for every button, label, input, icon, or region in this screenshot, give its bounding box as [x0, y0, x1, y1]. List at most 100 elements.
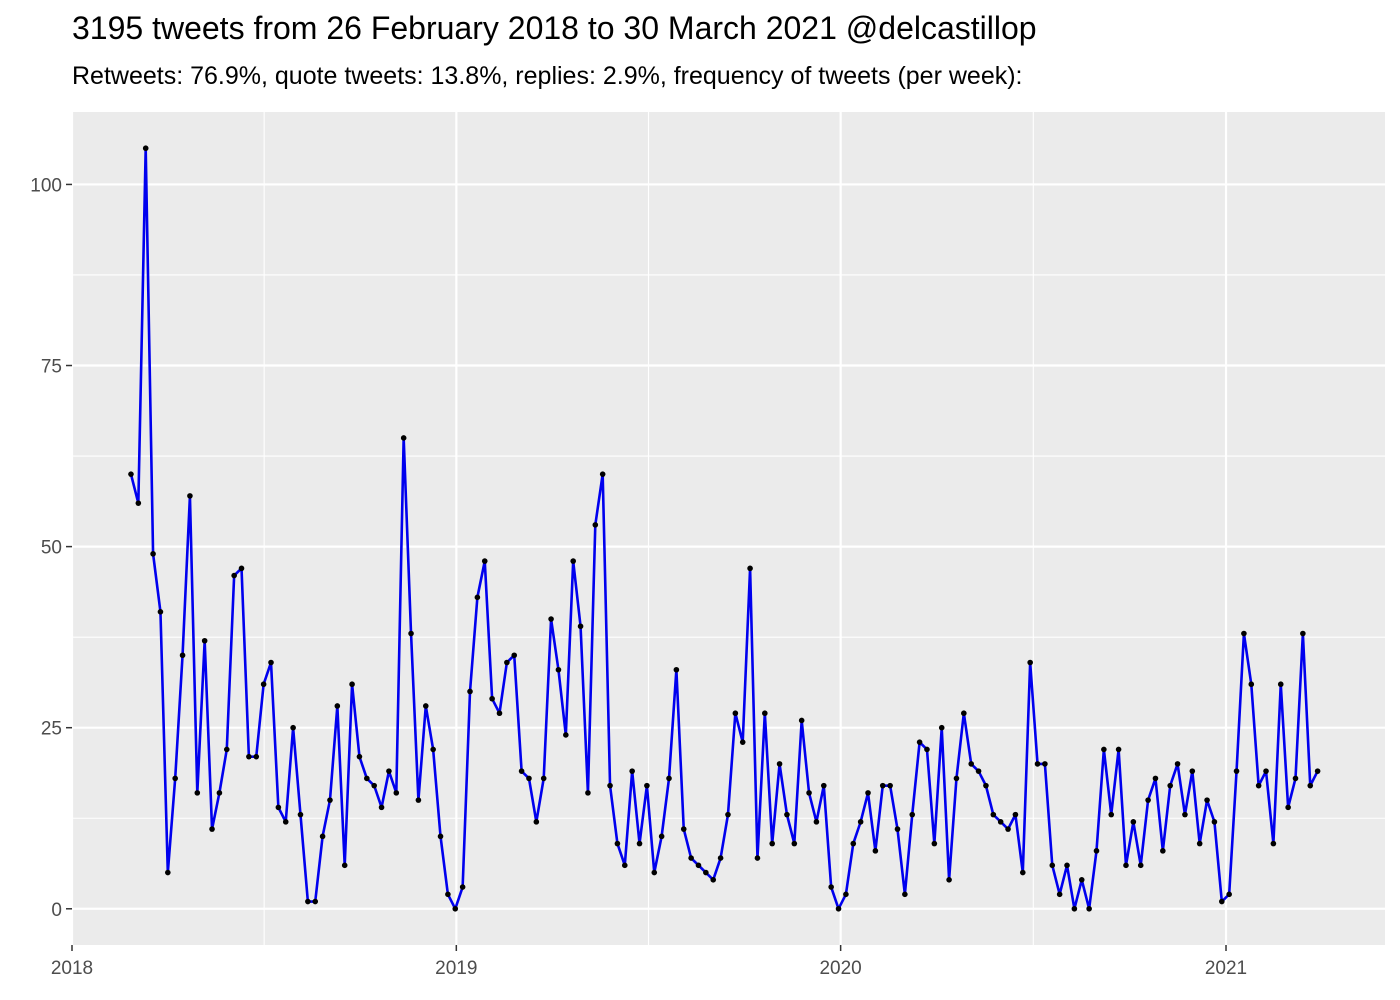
- data-point: [725, 811, 731, 818]
- data-point: [1241, 630, 1247, 637]
- data-point: [614, 840, 621, 847]
- data-point: [1019, 869, 1026, 876]
- data-point: [680, 826, 687, 832]
- data-point: [1255, 782, 1262, 789]
- data-point: [599, 471, 606, 477]
- data-point: [1160, 848, 1166, 854]
- data-point: [570, 558, 576, 564]
- data-point: [1078, 877, 1085, 883]
- data-point: [1248, 681, 1255, 688]
- data-point: [1285, 804, 1291, 811]
- data-point: [282, 819, 289, 825]
- data-point: [754, 855, 761, 861]
- data-point: [1211, 819, 1218, 825]
- data-point: [305, 898, 311, 905]
- data-point: [327, 797, 333, 803]
- data-point: [1174, 761, 1181, 767]
- data-point: [717, 855, 724, 861]
- data-point: [651, 869, 658, 876]
- data-point: [1196, 840, 1203, 847]
- data-point: [1027, 659, 1033, 666]
- data-point: [489, 695, 495, 702]
- data-point: [894, 826, 901, 832]
- data-point: [349, 681, 355, 688]
- data-point: [879, 782, 886, 789]
- grid-major: [70, 112, 1385, 945]
- data-point: [135, 500, 142, 506]
- x-tick-labels: 2018 2019 2020 2021: [51, 958, 1247, 979]
- data-point: [990, 811, 997, 818]
- data-point: [813, 819, 820, 825]
- data-point: [408, 630, 414, 637]
- data-point: [187, 493, 193, 499]
- data-point: [1226, 891, 1232, 898]
- data-point: [739, 739, 746, 745]
- data-point: [526, 775, 532, 782]
- data-point: [997, 819, 1004, 825]
- data-point: [865, 790, 871, 796]
- data-point: [268, 659, 274, 666]
- plot-panel: [72, 112, 1385, 945]
- data-point: [703, 869, 709, 876]
- data-point: [1292, 775, 1299, 782]
- data-point: [459, 884, 466, 890]
- data-point: [1167, 782, 1174, 789]
- data-point: [1071, 905, 1078, 912]
- data-point: [872, 848, 879, 854]
- data-point: [798, 717, 805, 724]
- data-point: [1300, 630, 1306, 637]
- data-point: [791, 840, 798, 847]
- y-tick-label: 0: [51, 900, 62, 921]
- data-point: [1115, 746, 1122, 753]
- data-point: [585, 790, 591, 796]
- data-point: [769, 840, 775, 847]
- data-point: [1314, 768, 1321, 774]
- data-point: [909, 811, 916, 818]
- data-point: [592, 522, 599, 528]
- data-point: [938, 724, 945, 731]
- data-point: [319, 833, 326, 840]
- data-point: [607, 782, 613, 789]
- data-point: [157, 609, 164, 615]
- data-point: [142, 145, 149, 152]
- data-point: [1005, 826, 1011, 832]
- data-point: [983, 782, 989, 789]
- data-point: [924, 746, 930, 753]
- data-point: [1056, 891, 1063, 898]
- data-point: [216, 790, 223, 796]
- y-tick-label: 75: [41, 357, 62, 378]
- data-point: [946, 877, 952, 883]
- y-tick-label: 25: [41, 719, 62, 740]
- data-point: [644, 782, 650, 789]
- data-point: [533, 819, 540, 825]
- data-point: [1093, 848, 1100, 854]
- data-point: [364, 775, 370, 782]
- data-point: [400, 435, 407, 441]
- data-point: [1152, 775, 1159, 782]
- data-point: [481, 558, 488, 564]
- data-point: [179, 652, 186, 659]
- data-point: [902, 891, 908, 898]
- x-tick-label: 2021: [1205, 958, 1247, 979]
- y-tick-labels: 0 25 50 75 100: [30, 175, 62, 920]
- data-point: [422, 703, 429, 709]
- y-tick-label: 50: [41, 538, 62, 559]
- data-point: [209, 826, 215, 832]
- data-point: [452, 905, 459, 912]
- data-point: [968, 761, 974, 767]
- data-point: [857, 819, 864, 825]
- data-point: [231, 572, 237, 579]
- data-point: [1218, 898, 1225, 905]
- data-point: [511, 652, 518, 659]
- data-point: [710, 877, 717, 883]
- data-point: [1233, 768, 1240, 774]
- data-point: [297, 811, 304, 818]
- data-point: [563, 732, 569, 738]
- data-point: [776, 761, 783, 767]
- data-point: [1182, 811, 1188, 818]
- data-point: [695, 862, 702, 869]
- data-point: [828, 884, 834, 890]
- data-point: [260, 681, 267, 688]
- data-point: [850, 840, 857, 847]
- data-point: [253, 753, 260, 760]
